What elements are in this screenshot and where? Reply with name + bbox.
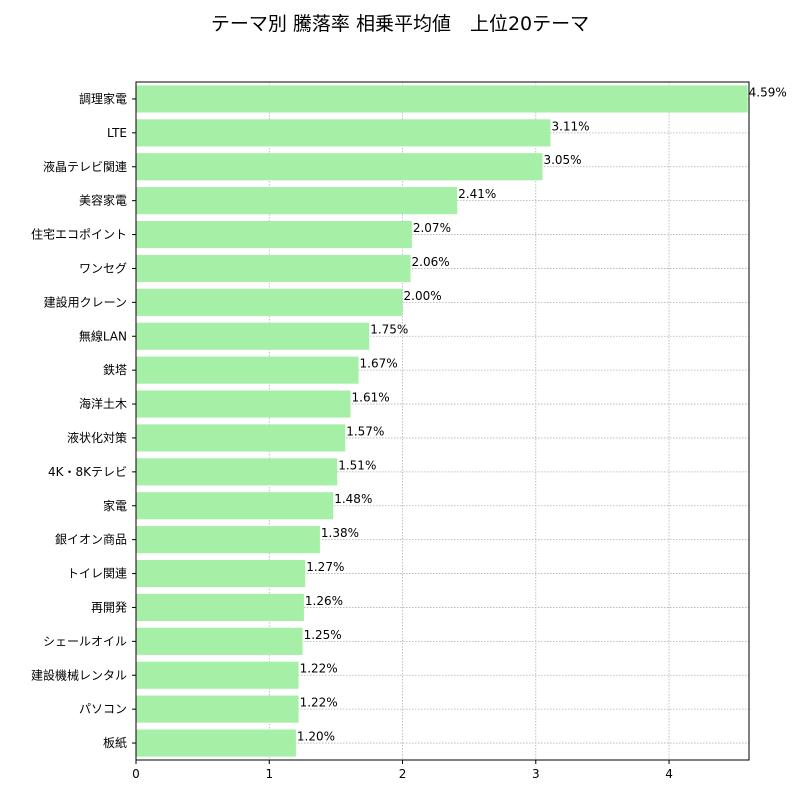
value-label: 1.25% bbox=[304, 628, 342, 642]
category-label: 美容家電 bbox=[79, 193, 127, 208]
bar bbox=[136, 695, 299, 723]
category-label: シェールオイル bbox=[43, 634, 127, 648]
x-tick-label: 4 bbox=[665, 767, 673, 781]
bar bbox=[136, 288, 403, 316]
bar bbox=[136, 458, 338, 486]
x-axis-tick-labels: 0 1 2 3 4 bbox=[132, 760, 673, 781]
category-label: 調理家電 bbox=[79, 91, 127, 106]
category-label: 住宅エコポイント bbox=[31, 227, 127, 242]
grid bbox=[135, 82, 749, 760]
category-label: 液晶テレビ関連 bbox=[43, 159, 127, 174]
bar bbox=[136, 627, 303, 655]
bar bbox=[136, 390, 351, 418]
bars bbox=[136, 85, 748, 757]
bar bbox=[136, 492, 334, 520]
value-label: 4.59% bbox=[749, 85, 787, 99]
category-label: 板紙 bbox=[103, 735, 127, 750]
bar bbox=[136, 254, 411, 283]
bar bbox=[136, 119, 551, 147]
plot-frame bbox=[135, 81, 750, 761]
category-label: ワンセグ bbox=[79, 261, 127, 275]
category-label: 鉄塔 bbox=[103, 362, 127, 377]
value-label: 2.00% bbox=[404, 289, 442, 303]
value-label: 1.75% bbox=[370, 323, 408, 337]
value-label: 1.48% bbox=[334, 492, 372, 506]
data-labels: 4.59% 3.11% 3.05% 2.41% 2.07% 2.06% 2.00% 1.75%… bbox=[297, 85, 787, 743]
value-label: 1.38% bbox=[321, 526, 359, 540]
value-label: 1.51% bbox=[338, 458, 376, 472]
bar bbox=[136, 661, 299, 689]
value-label: 3.11% bbox=[551, 119, 589, 133]
value-label: 1.61% bbox=[352, 390, 390, 404]
value-label: 3.05% bbox=[543, 153, 581, 167]
value-label: 1.57% bbox=[346, 424, 384, 438]
value-label: 1.26% bbox=[305, 594, 343, 608]
value-label: 2.41% bbox=[458, 187, 496, 201]
category-label: 4K・8Kテレビ bbox=[48, 465, 127, 479]
bar bbox=[136, 593, 304, 622]
bar bbox=[136, 187, 458, 215]
bar bbox=[136, 153, 543, 181]
value-label: 1.22% bbox=[300, 696, 338, 710]
category-label: 液状化対策 bbox=[67, 430, 127, 445]
chart-title: テーマ別 騰落率 相乗平均値 上位20テーマ bbox=[211, 13, 589, 35]
value-label: 1.22% bbox=[300, 662, 338, 676]
x-tick-label: 3 bbox=[532, 767, 540, 781]
bar bbox=[136, 559, 306, 588]
bar bbox=[136, 356, 359, 384]
category-label: 銀イオン商品 bbox=[55, 532, 127, 547]
category-label: LTE bbox=[107, 126, 127, 140]
category-label: 建設機械レンタル bbox=[31, 667, 127, 682]
category-label: 家電 bbox=[103, 498, 127, 513]
y-axis-tick-labels: 調理家電 LTE 液晶テレビ関連美容家電住宅エコポイントワンセグ建設用クレーン無線L… bbox=[31, 91, 136, 750]
category-label: 無線LAN bbox=[79, 328, 127, 343]
x-tick-label: 1 bbox=[265, 767, 273, 781]
value-label: 1.27% bbox=[306, 560, 344, 574]
bar bbox=[136, 220, 412, 249]
x-tick-label: 0 bbox=[132, 767, 140, 781]
category-label: パソコン bbox=[79, 702, 127, 716]
bar bbox=[136, 729, 296, 757]
bar bbox=[136, 526, 320, 554]
value-label: 1.67% bbox=[360, 357, 398, 371]
category-label: 海洋土木 bbox=[79, 396, 127, 411]
value-label: 1.20% bbox=[297, 729, 335, 743]
category-label: 建設用クレーン bbox=[44, 294, 127, 309]
x-tick-label: 2 bbox=[399, 767, 407, 781]
bar bbox=[136, 85, 748, 113]
value-label: 2.06% bbox=[412, 255, 450, 269]
category-label: トイレ関連 bbox=[67, 567, 127, 581]
bar bbox=[136, 322, 370, 350]
value-label: 2.07% bbox=[413, 221, 451, 235]
bar bbox=[136, 424, 346, 452]
category-label: 再開発 bbox=[91, 600, 127, 614]
